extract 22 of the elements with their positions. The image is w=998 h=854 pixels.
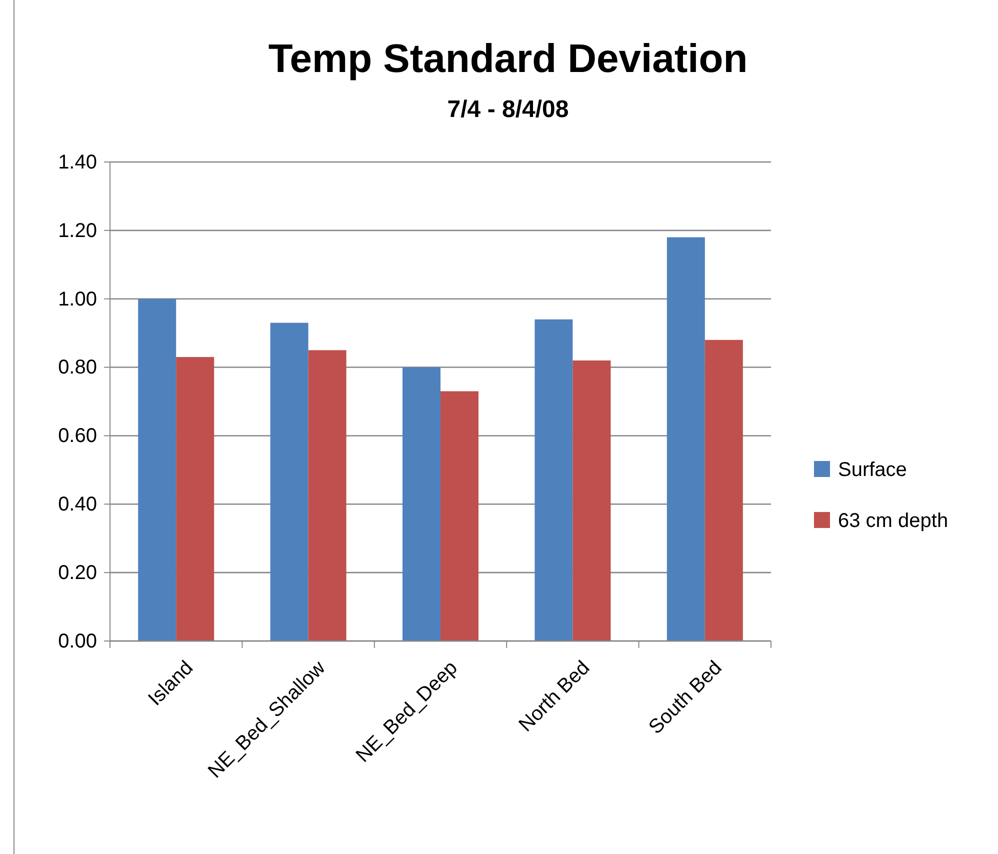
y-tick-label: 0.20 bbox=[58, 562, 97, 584]
y-tick-label: 0.40 bbox=[58, 494, 97, 516]
chart-subtitle: 7/4 - 8/4/08 bbox=[447, 96, 569, 123]
bar bbox=[704, 340, 743, 641]
y-tick-label: 0.60 bbox=[58, 425, 97, 448]
y-tick-label: 1.00 bbox=[58, 288, 97, 310]
bar bbox=[138, 298, 176, 641]
bar bbox=[270, 322, 308, 641]
bar bbox=[402, 367, 440, 641]
bar bbox=[572, 360, 611, 641]
legend-label: Surface bbox=[838, 459, 907, 481]
bar bbox=[534, 319, 573, 641]
y-tick-label: 1.20 bbox=[58, 220, 97, 242]
y-tick-label: 0.00 bbox=[58, 630, 97, 652]
bar bbox=[308, 350, 346, 641]
bar bbox=[440, 391, 478, 641]
bar bbox=[666, 237, 705, 641]
y-tick-label: 1.40 bbox=[58, 151, 97, 174]
legend-label: 63 cm depth bbox=[838, 510, 948, 532]
bar bbox=[176, 357, 214, 641]
y-tick-label: 0.80 bbox=[58, 356, 97, 379]
chart-title: Temp Standard Deviation bbox=[268, 37, 748, 81]
